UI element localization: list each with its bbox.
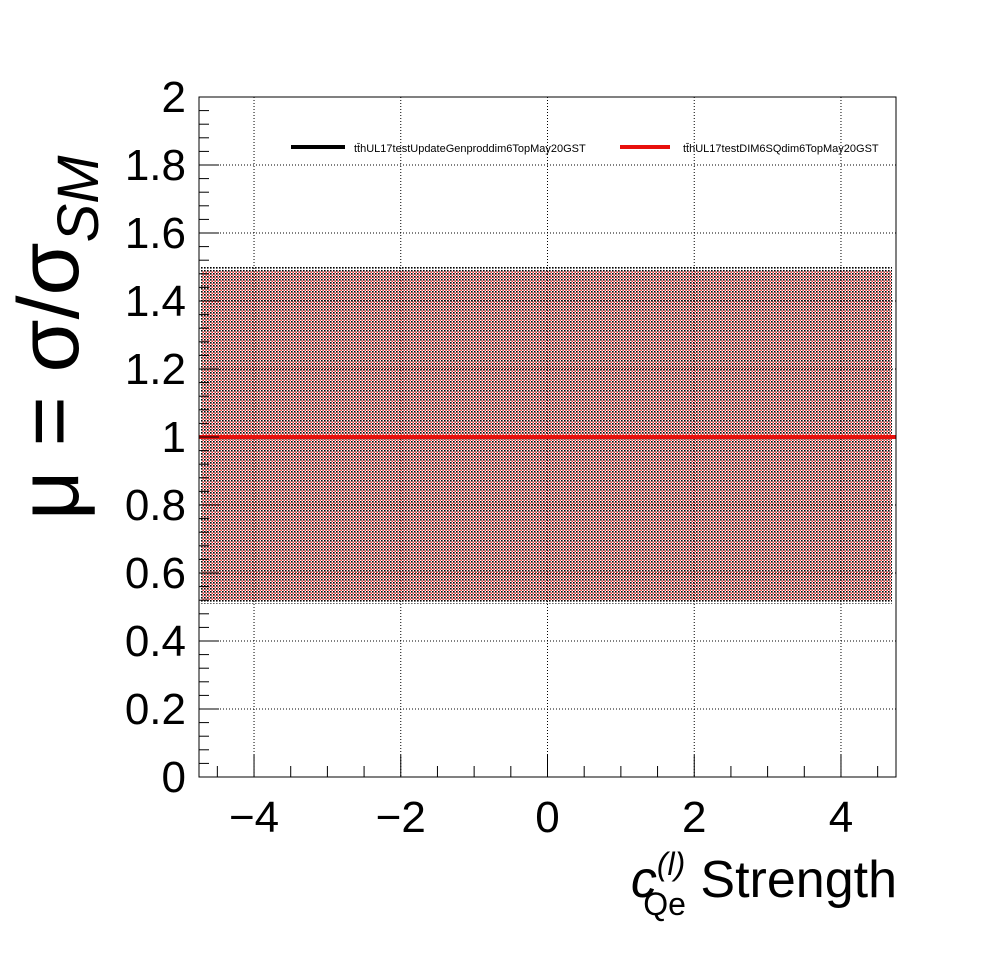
x-axis-label-superscript: (l) bbox=[657, 846, 685, 882]
legend-label: tt̄hUL17testDIM6SQdim6TopMay20GST bbox=[683, 143, 879, 155]
y-tick-label: 1.8 bbox=[125, 141, 186, 190]
y-tick-label: 1.4 bbox=[125, 277, 186, 326]
y-axis-label-subscript: SM bbox=[46, 155, 111, 243]
x-axis-label: c(l) Qe Strength bbox=[631, 846, 897, 922]
x-tick-label: 4 bbox=[829, 793, 853, 842]
legend-label: tt̄hUL17testUpdateGenproddim6TopMay20GST bbox=[354, 143, 586, 155]
y-tick-label: 1.2 bbox=[125, 345, 186, 394]
y-tick-label: 0.6 bbox=[125, 549, 186, 598]
y-tick-label: 0.2 bbox=[125, 685, 186, 734]
x-axis-label-subscript: Qe bbox=[643, 886, 686, 922]
legend: tt̄hUL17testUpdateGenproddim6TopMay20GST… bbox=[291, 143, 879, 155]
y-tick-label: 1 bbox=[162, 413, 186, 462]
y-tick-label: 0 bbox=[162, 753, 186, 802]
x-tick-label: 2 bbox=[682, 793, 706, 842]
y-axis-label-main: μ = σ/σ bbox=[1, 242, 97, 520]
x-tick-label: 0 bbox=[535, 793, 559, 842]
y-tick-label: 1.6 bbox=[125, 209, 186, 258]
y-axis-label: μ = σ/σSM bbox=[1, 155, 111, 520]
x-axis-label-suffix: Strength bbox=[686, 851, 897, 909]
x-tick-label: −4 bbox=[229, 793, 279, 842]
y-tick-label: 0.4 bbox=[125, 617, 186, 666]
y-tick-label: 0.8 bbox=[125, 481, 186, 530]
x-tick-label: −2 bbox=[376, 793, 426, 842]
axis-ticks bbox=[199, 96, 879, 778]
y-tick-label: 2 bbox=[162, 73, 186, 122]
tick-labels: −4 −2 0 2 4 0 0.2 0.4 0.6 0.8 1 1.2 1.4 1.6 1.8 2 bbox=[125, 73, 853, 842]
x-axis-label-symbol: c bbox=[631, 851, 657, 909]
